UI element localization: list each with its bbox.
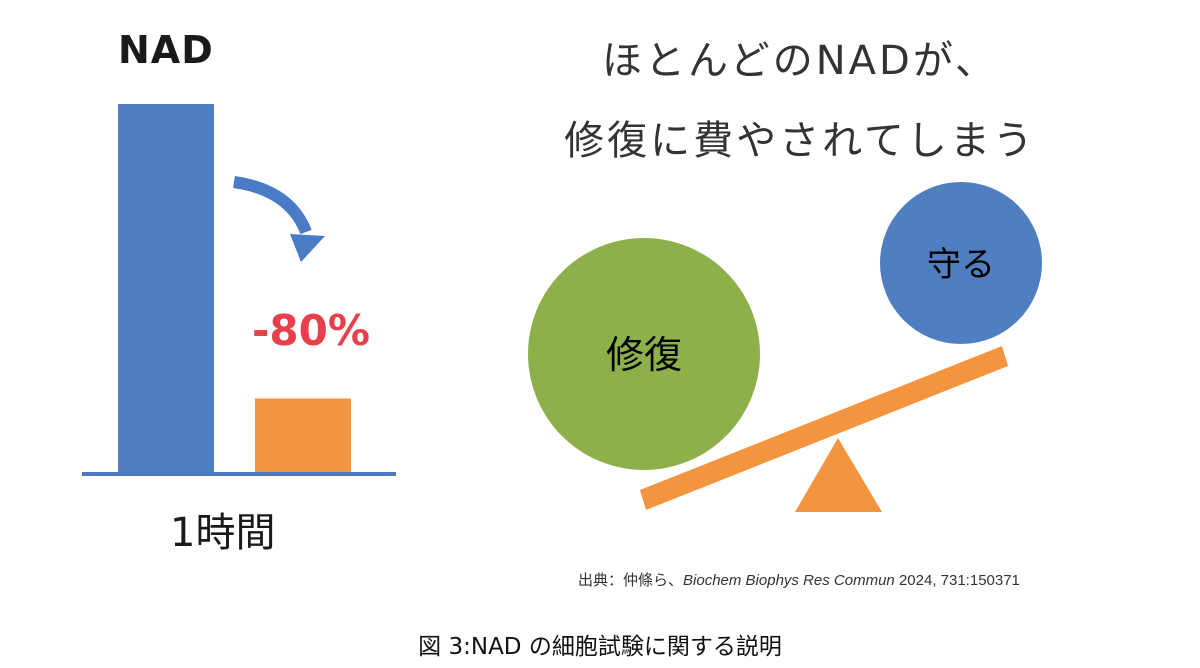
seesaw-illustration: 修復 守る xyxy=(528,182,1042,512)
figure-caption: 図 3:NAD の細胞試験に関する説明 xyxy=(418,634,782,660)
headline-line-1: ほとんどのNADが、 xyxy=(601,38,999,84)
protect-circle xyxy=(880,182,1042,344)
decrease-percent-label: -80% xyxy=(252,306,370,355)
repair-circle xyxy=(528,238,760,470)
protect-label: 守る xyxy=(927,245,995,285)
decrease-arrow xyxy=(233,176,312,235)
nad-bar-chart xyxy=(82,104,396,476)
repair-label: 修復 xyxy=(606,333,682,377)
source-journal: Biochem Biophys Res Commun xyxy=(683,572,895,589)
source-citation: 出典：仲條ら、Biochem Biophys Res Commun 2024, … xyxy=(578,569,1020,590)
x-axis-label: 1時間 xyxy=(170,510,276,556)
source-prefix: 出典：仲條ら、 xyxy=(578,571,684,589)
decrease-arrowhead xyxy=(290,234,325,262)
source-details: 2024, 731:150371 xyxy=(894,572,1020,589)
bar-before xyxy=(118,104,214,472)
seesaw-plank xyxy=(640,346,1008,510)
bar-after-1h xyxy=(255,398,351,472)
chart-title: NAD xyxy=(118,28,214,72)
seesaw-fulcrum xyxy=(795,438,882,512)
headline-line-2: 修復に費やされてしまう xyxy=(564,118,1036,164)
